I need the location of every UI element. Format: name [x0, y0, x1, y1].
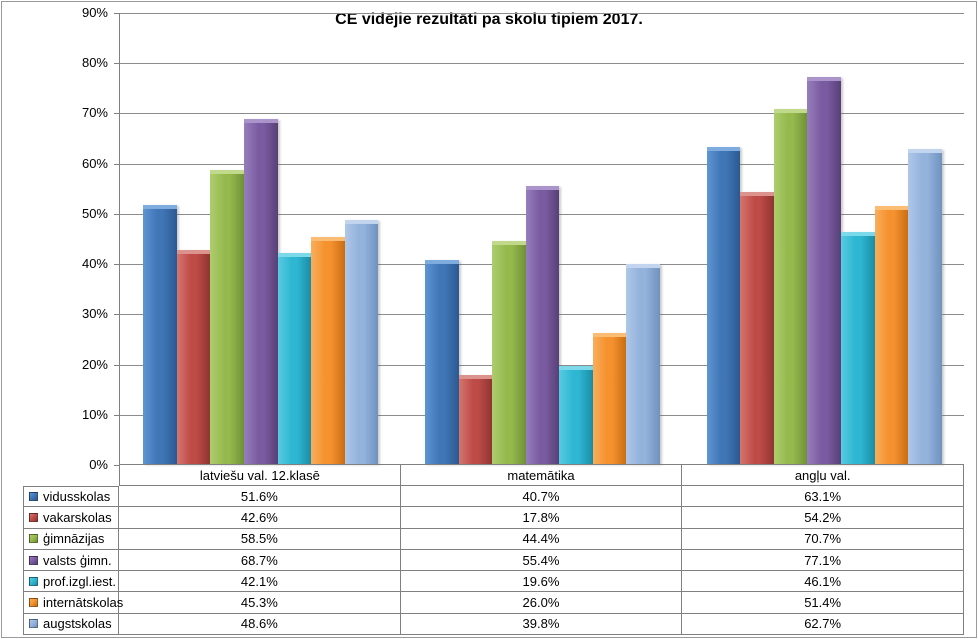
- plot-area: [119, 13, 964, 465]
- value-cell: 45.3%: [119, 592, 401, 614]
- y-axis-label: 10%: [81, 406, 108, 422]
- value-cell: 63.1%: [682, 486, 964, 508]
- y-axis-tick: [114, 63, 119, 65]
- legend-item: valsts ģimn.: [23, 549, 119, 572]
- bar-valsts ģimn.-2: [525, 185, 560, 464]
- legend-key-icon: [29, 619, 38, 629]
- y-axis-label: 0%: [89, 457, 108, 472]
- value-cell: 70.7%: [682, 528, 964, 550]
- legend-label: ģimnāzijas: [43, 531, 105, 547]
- bar-ģimnāzijas-2: [492, 241, 526, 464]
- value-cell: 55.4%: [400, 549, 683, 572]
- gridline: [120, 113, 964, 115]
- category-header: latviešu val. 12.klasē: [119, 464, 401, 486]
- value-cell: 48.6%: [119, 613, 401, 636]
- gridline: [120, 163, 964, 165]
- y-axis-label: 30%: [81, 306, 108, 322]
- y-axis-tick: [114, 414, 119, 416]
- legend-label: valsts ģimn.: [43, 552, 112, 568]
- bar-prof.izgl.iest.-2: [559, 365, 593, 464]
- bar-vakarskolas-2: [458, 374, 493, 464]
- bar-vidusskolas-3: [706, 147, 741, 464]
- y-axis-label: 70%: [81, 105, 108, 121]
- data-table: latviešu val. 12.klasē matemātika angļu va…: [23, 464, 964, 636]
- legend-item: ģimnāzijas: [23, 528, 119, 550]
- bar-vidusskolas-2: [424, 259, 459, 464]
- y-axis-tick: [114, 213, 119, 215]
- y-axis-tick: [114, 264, 119, 266]
- legend-label: prof.izgl.iest.: [43, 573, 116, 589]
- legend-label: vidusskolas: [43, 489, 111, 505]
- y-axis-tick: [114, 314, 119, 316]
- value-cell: 42.1%: [119, 571, 401, 593]
- y-axis-tick: [114, 465, 119, 466]
- bar-internātskolas-1: [311, 236, 345, 464]
- legend-item: vakarskolas: [23, 507, 119, 529]
- bar-augstskolas-3: [908, 149, 942, 464]
- bar-internātskolas-2: [592, 333, 627, 464]
- bar-augstskolas-2: [626, 264, 661, 464]
- gridline: [120, 63, 964, 65]
- value-cell: 58.5%: [119, 528, 401, 550]
- y-axis-label: 60%: [81, 155, 108, 171]
- legend-key-icon: [29, 598, 38, 608]
- value-cell: 54.2%: [682, 507, 964, 529]
- legend-label: vakarskolas: [43, 509, 112, 525]
- legend-key-icon: [29, 492, 38, 502]
- value-cell: 17.8%: [400, 507, 683, 529]
- y-axis-label: 90%: [81, 5, 108, 20]
- y-axis-tick: [114, 364, 119, 366]
- gridline: [120, 13, 964, 14]
- legend-item: augstskolas: [23, 613, 119, 636]
- bar-vakarskolas-3: [740, 191, 774, 464]
- bar-internātskolas-3: [874, 205, 909, 464]
- value-cell: 42.6%: [119, 507, 401, 529]
- legend-key-icon: [29, 534, 38, 544]
- bar-augstskolas-1: [344, 219, 379, 464]
- bar-prof.izgl.iest.-3: [840, 232, 875, 464]
- category-header: matemātika: [400, 464, 683, 486]
- value-cell: 51.4%: [682, 592, 964, 614]
- legend-key-icon: [29, 512, 38, 522]
- value-cell: 26.0%: [400, 592, 683, 614]
- value-cell: 77.1%: [682, 549, 964, 572]
- legend-key-icon: [29, 576, 38, 586]
- value-cell: 44.4%: [400, 528, 683, 550]
- legend-key-icon: [29, 555, 38, 565]
- y-axis-tick: [114, 113, 119, 115]
- value-cell: 51.6%: [119, 486, 401, 508]
- value-cell: 46.1%: [682, 571, 964, 593]
- value-cell: 40.7%: [400, 486, 683, 508]
- y-axis-label: 40%: [81, 256, 108, 272]
- bar-prof.izgl.iest.-1: [277, 252, 312, 464]
- y-axis-tick: [114, 13, 119, 14]
- value-cell: 68.7%: [119, 549, 401, 572]
- bar-valsts ģimn.-1: [244, 118, 278, 464]
- value-cell: 39.8%: [400, 613, 683, 636]
- value-cell: 19.6%: [400, 571, 683, 593]
- bar-vidusskolas-1: [143, 204, 177, 464]
- y-axis-label: 20%: [81, 356, 108, 372]
- bar-vakarskolas-1: [176, 250, 211, 464]
- legend-item: vidusskolas: [23, 486, 119, 508]
- y-axis-label: 80%: [81, 55, 108, 71]
- value-cell: 62.7%: [682, 613, 964, 636]
- chart-title: CE vidējie rezultāti pa skolu tipiem 201…: [335, 11, 643, 28]
- legend-label: internātskolas: [43, 595, 124, 611]
- legend-item: internātskolas: [23, 592, 123, 614]
- bar-ģimnāzijas-3: [773, 108, 808, 464]
- bar-ģimnāzijas-1: [210, 170, 245, 464]
- category-header: angļu val.: [682, 464, 964, 486]
- y-axis-label: 50%: [81, 205, 108, 221]
- y-axis-tick: [114, 163, 119, 165]
- bar-valsts ģimn.-3: [807, 76, 841, 464]
- legend-item: prof.izgl.iest.: [23, 571, 119, 593]
- legend-label: augstskolas: [43, 616, 112, 632]
